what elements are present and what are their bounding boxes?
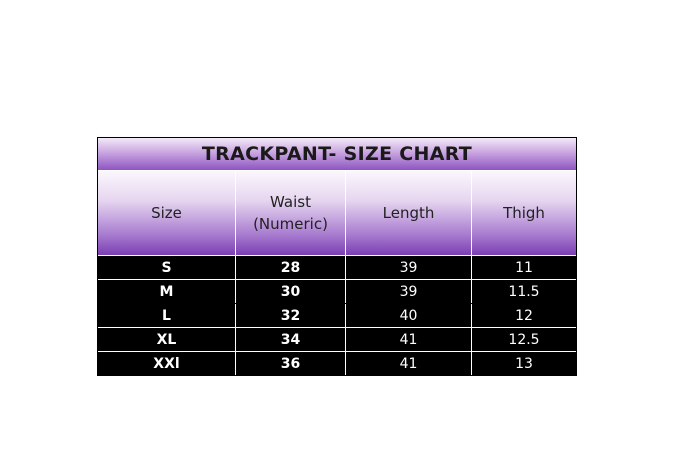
- cell-waist: 34: [236, 328, 346, 351]
- table-row: M 30 39 11.5: [98, 279, 576, 303]
- cell-size: XXl: [98, 352, 236, 375]
- cell-length: 39: [346, 256, 472, 279]
- cell-length: 41: [346, 352, 472, 375]
- table-title: TRACKPANT- SIZE CHART: [98, 138, 576, 171]
- header-size: Size: [98, 171, 236, 255]
- header-thigh: Thigh: [472, 171, 576, 255]
- header-row: Size Waist (Numeric) Length Thigh: [98, 171, 576, 255]
- cell-thigh: 11: [515, 259, 533, 276]
- cell-waist: 36: [236, 352, 346, 375]
- cell-thigh: 11.5: [508, 283, 540, 300]
- cell-size: M: [98, 280, 236, 303]
- table-row: L 32 40 12: [98, 303, 576, 327]
- cell-waist: 30: [236, 280, 346, 303]
- table-row: S 28 39 11: [98, 255, 576, 279]
- cell-waist: 32: [236, 304, 346, 327]
- cell-length: 41: [346, 328, 472, 351]
- header-waist: Waist (Numeric): [236, 171, 346, 255]
- cell-thigh: 12: [515, 307, 533, 324]
- cell-thigh: 12.5: [508, 331, 540, 348]
- header-length: Length: [346, 171, 472, 255]
- cell-size: S: [98, 256, 236, 279]
- cell-size: XL: [98, 328, 236, 351]
- table-row: XL 34 41 12.5: [98, 327, 576, 351]
- cell-length: 39: [346, 280, 472, 303]
- table-row: XXl 36 41 13: [98, 351, 576, 375]
- cell-size: L: [98, 304, 236, 327]
- cell-waist: 28: [236, 256, 346, 279]
- cell-length: 40: [346, 304, 472, 327]
- cell-thigh: 13: [515, 355, 533, 372]
- size-chart-table: TRACKPANT- SIZE CHART Size Waist (Numeri…: [97, 137, 577, 376]
